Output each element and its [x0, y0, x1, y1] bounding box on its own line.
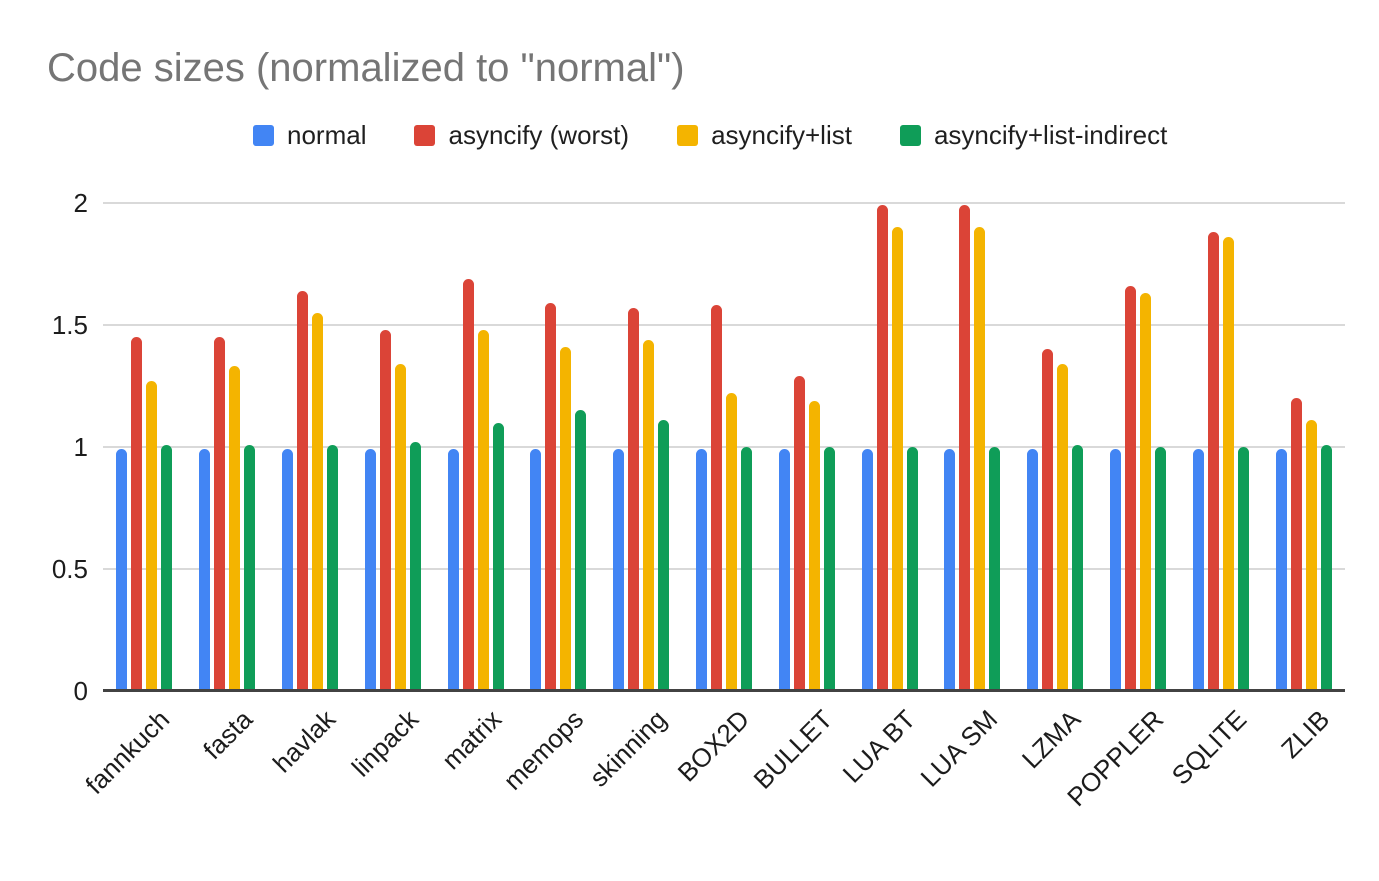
bar [530, 449, 541, 691]
bar [380, 330, 391, 691]
bar [794, 376, 805, 691]
bar [493, 423, 504, 691]
chart-title: Code sizes (normalized to "normal") [47, 46, 685, 91]
bar [1155, 447, 1166, 691]
bar [779, 449, 790, 691]
bar [907, 447, 918, 691]
legend-swatch-icon [677, 125, 698, 146]
bar [478, 330, 489, 691]
bar [199, 449, 210, 691]
bar [1072, 445, 1083, 691]
bar [877, 205, 888, 691]
legend-swatch-icon [900, 125, 921, 146]
bar [959, 205, 970, 691]
y-axis-tick-label: 0 [0, 676, 88, 706]
bar [463, 279, 474, 691]
bar [696, 449, 707, 691]
legend-item-asyncify-list: asyncify+list [677, 120, 852, 151]
x-axis-baseline [103, 689, 1345, 692]
bar [244, 445, 255, 691]
bar [862, 449, 873, 691]
legend-label: asyncify (worst) [448, 120, 629, 151]
bar [395, 364, 406, 691]
bar [448, 449, 459, 691]
bar [824, 447, 835, 691]
plot-area [103, 190, 1345, 691]
legend-item-normal: normal [253, 120, 366, 151]
bar [989, 447, 1000, 691]
bar [1238, 447, 1249, 691]
legend-swatch-icon [414, 125, 435, 146]
bar [1223, 237, 1234, 691]
bar [1306, 420, 1317, 691]
bar [1125, 286, 1136, 691]
legend-swatch-icon [253, 125, 274, 146]
bar [161, 445, 172, 691]
bar [1321, 445, 1332, 691]
bar [116, 449, 127, 691]
legend-label: normal [287, 120, 366, 151]
bar [282, 449, 293, 691]
bar [545, 303, 556, 691]
bar [131, 337, 142, 691]
bar [974, 227, 985, 691]
bar [1057, 364, 1068, 691]
legend-item-asyncify-list-indirect: asyncify+list-indirect [900, 120, 1167, 151]
bar-chart: Code sizes (normalized to "normal") norm… [0, 0, 1379, 852]
bar [229, 366, 240, 691]
bar [892, 227, 903, 691]
legend-label: asyncify+list-indirect [934, 120, 1167, 151]
bar [1042, 349, 1053, 691]
bar [726, 393, 737, 691]
bar [1027, 449, 1038, 691]
bar [643, 340, 654, 691]
y-axis-tick-label: 1.5 [0, 310, 88, 340]
bar [410, 442, 421, 691]
y-axis-tick-label: 2 [0, 188, 88, 218]
bar [1110, 449, 1121, 691]
bar [1291, 398, 1302, 691]
legend-item-asyncify-worst: asyncify (worst) [414, 120, 629, 151]
bar [944, 449, 955, 691]
y-axis-tick-label: 0.5 [0, 554, 88, 584]
bar [560, 347, 571, 691]
legend-label: asyncify+list [711, 120, 852, 151]
y-axis-tick-label: 1 [0, 432, 88, 462]
legend: normal asyncify (worst) asyncify+list as… [253, 120, 1167, 151]
bar [711, 305, 722, 691]
bar [312, 313, 323, 691]
bar [628, 308, 639, 691]
bar [1140, 293, 1151, 691]
bar [741, 447, 752, 691]
bar [327, 445, 338, 691]
bar [1208, 232, 1219, 691]
bar [575, 410, 586, 691]
gridline [103, 202, 1345, 204]
bar [146, 381, 157, 691]
bar [1193, 449, 1204, 691]
bar [658, 420, 669, 691]
bar [297, 291, 308, 691]
gridline [103, 324, 1345, 326]
bar [214, 337, 225, 691]
bar [809, 401, 820, 691]
bar [613, 449, 624, 691]
bar [365, 449, 376, 691]
bar [1276, 449, 1287, 691]
